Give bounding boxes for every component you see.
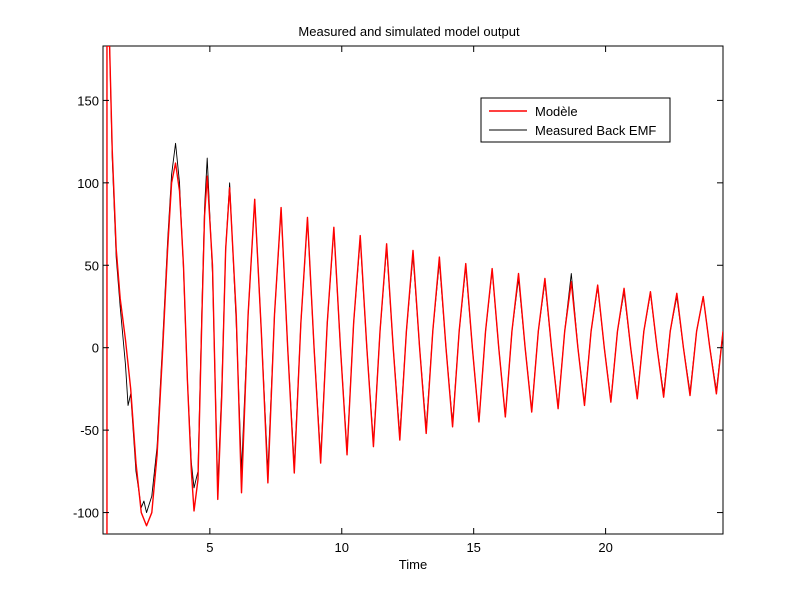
y-tick-label: -100 (73, 506, 99, 521)
series-line-modele (106, 46, 723, 534)
y-tick-label: 0 (92, 341, 99, 356)
legend-box (480, 97, 671, 143)
series-layer (106, 46, 723, 534)
legend-label-measured-back-emf: Measured Back EMF (535, 123, 656, 138)
x-axis-label: Time (399, 557, 427, 572)
x-tick-label: 15 (466, 540, 480, 555)
legend-label-modele: Modèle (535, 104, 578, 119)
x-tick-label: 10 (335, 540, 349, 555)
y-tick-label: 50 (85, 258, 99, 273)
y-tick-label: 150 (77, 93, 99, 108)
y-tick-label: -50 (80, 423, 99, 438)
axis-ticks: 5 10 15 20 -100 -50 0 50 100 150 (73, 46, 723, 555)
chart-title: Measured and simulated model output (298, 24, 520, 39)
x-tick-label: 20 (598, 540, 612, 555)
x-tick-label: 5 (206, 540, 213, 555)
legend: Modèle Measured Back EMF (480, 97, 671, 143)
y-tick-label: 100 (77, 176, 99, 191)
